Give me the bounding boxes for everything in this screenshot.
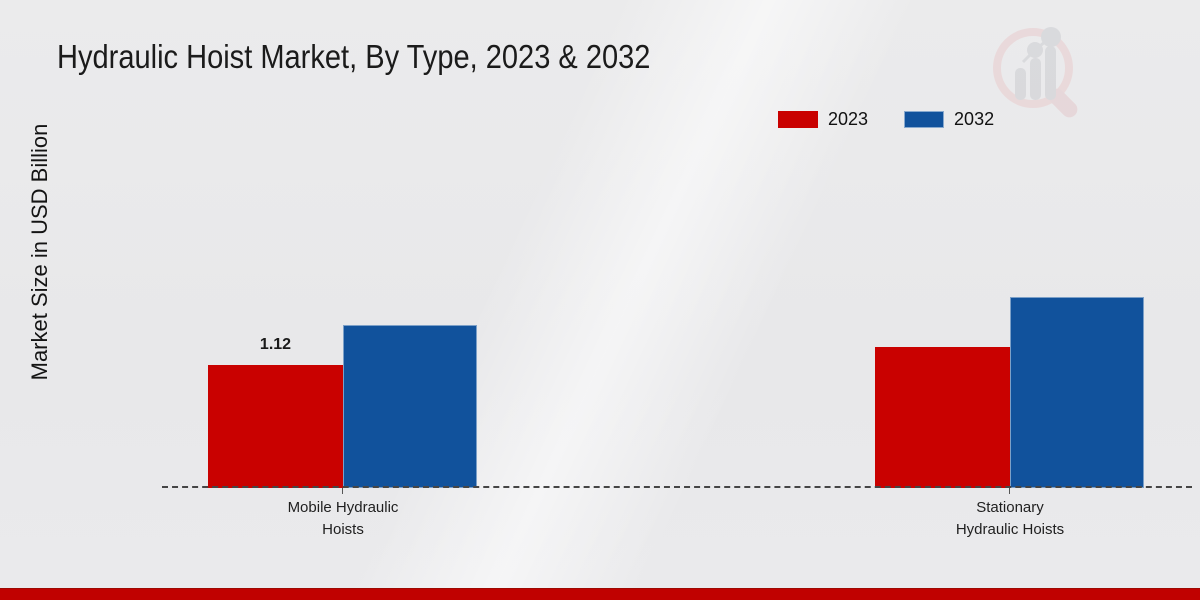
- x-tick-stationary: [1009, 488, 1010, 494]
- legend-label-2032: 2032: [954, 109, 995, 129]
- legend-swatch-2032: [904, 111, 945, 128]
- bar-mobile-2032: [343, 325, 477, 488]
- magnifier-bar-chart-logo-icon: [993, 27, 1078, 118]
- x-tick-mobile: [342, 488, 343, 494]
- x-axis-baseline: [162, 486, 1192, 488]
- plot-area: 1.12: [208, 297, 1144, 488]
- legend-label-2023: 2023: [828, 109, 869, 129]
- x-label-stationary: Stationary Hydraulic Hoists: [955, 499, 1065, 538]
- bar-stationary-2023: [875, 347, 1010, 488]
- legend-item-2023: 2023: [778, 109, 868, 130]
- bar-stationary-2032: [1010, 297, 1144, 488]
- footer-accent-bar: [0, 588, 1200, 600]
- chart-title: Hydraulic Hoist Market, By Type, 2023 & …: [57, 38, 651, 75]
- bar-mobile-2023: [208, 365, 343, 488]
- x-label-mobile: Mobile Hydraulic Hoists: [287, 499, 399, 538]
- legend-swatch-2023: [778, 111, 818, 128]
- data-label-mobile-2023: 1.12: [259, 336, 292, 353]
- legend: 2023 2032: [778, 109, 994, 130]
- legend-item-2032: 2032: [904, 109, 994, 130]
